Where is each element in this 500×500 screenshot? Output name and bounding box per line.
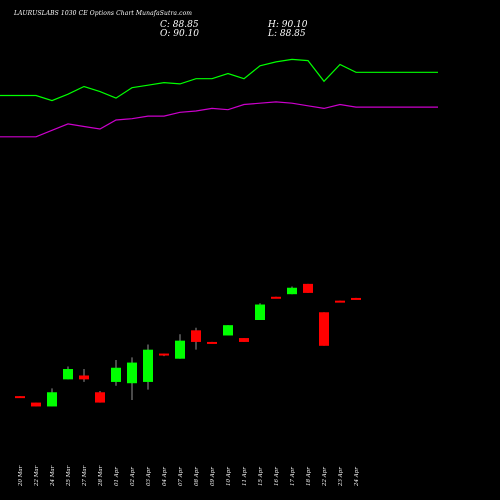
x-tick-label: 23 Apr: [338, 467, 344, 487]
candle-body: [271, 296, 281, 299]
x-tick-label: 15 Apr: [258, 467, 264, 486]
x-tick-label: 03 Apr: [146, 467, 152, 486]
candle-body: [47, 392, 57, 407]
candle-body: [143, 349, 153, 382]
high-value: H: 90.10: [268, 20, 308, 30]
candle-body: [335, 300, 345, 303]
close-value: C: 88.85: [160, 20, 199, 30]
candle-body: [207, 341, 217, 344]
x-tick-label: 04 Apr: [162, 467, 168, 486]
ma-slow-line: [0, 101, 438, 138]
x-tick-label: 11 Apr: [242, 467, 248, 486]
candle-body: [95, 392, 105, 403]
x-tick-label: 27 Mar: [82, 465, 88, 487]
candle-body: [351, 297, 361, 300]
low-value: L: 88.85: [268, 29, 306, 39]
candle-body: [303, 283, 313, 293]
x-tick-label: 24 Mar: [50, 465, 56, 487]
candle-body: [15, 396, 25, 399]
x-tick-label: 17 Apr: [290, 467, 296, 486]
x-tick-label: 02 Apr: [130, 467, 136, 486]
x-tick-label: 28 Mar: [98, 465, 104, 487]
x-tick-label: 16 Apr: [274, 467, 280, 486]
x-tick-label: 18 Apr: [306, 467, 312, 486]
open-value: O: 90.10: [160, 29, 200, 39]
ma-fast-line: [0, 58, 438, 102]
candle-body: [63, 369, 73, 380]
candle-body: [319, 312, 329, 346]
candle-body: [127, 362, 137, 384]
candle-body: [223, 325, 233, 336]
x-tick-label: 10 Apr: [226, 467, 232, 486]
candle-body: [287, 287, 297, 295]
candle-body: [159, 353, 169, 356]
x-tick-label: 22 Apr: [322, 467, 328, 487]
x-tick-label: 01 Apr: [114, 467, 120, 486]
x-tick-label: 20 Mar: [18, 465, 24, 487]
chart-title: LAURUSLABS 1030 CE Options Chart MunafaS…: [14, 10, 193, 17]
x-tick-label: 22 Mar: [34, 465, 40, 487]
candle-body: [111, 367, 121, 382]
x-tick-label: 24 Apr: [354, 467, 360, 487]
candle-body: [191, 330, 201, 342]
x-tick-label: 09 Apr: [210, 467, 216, 486]
x-tick-label: 08 Apr: [194, 467, 200, 486]
candle-body: [31, 402, 41, 407]
candle-body: [255, 304, 265, 320]
x-tick-label: 07 Apr: [178, 467, 184, 486]
x-tick-label: 25 Mar: [66, 465, 72, 487]
candle-body: [79, 375, 89, 380]
candle-body: [239, 338, 249, 342]
candle-body: [175, 340, 185, 359]
